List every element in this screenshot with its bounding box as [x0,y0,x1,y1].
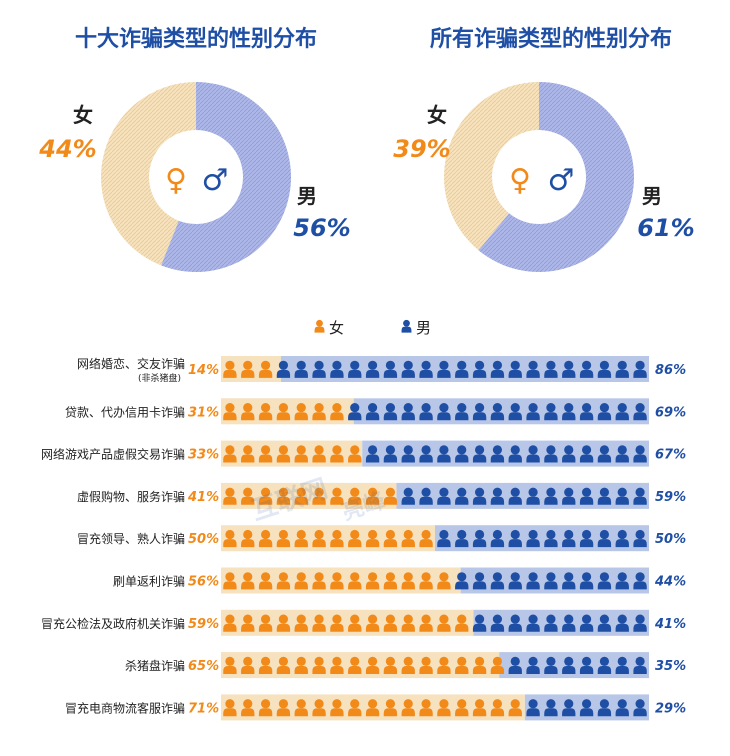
pie-chart-top10: 十大诈骗类型的性别分布 ♀ ♂ 女 44% 男 56% [38,26,351,273]
male-value-label: 44% [654,575,686,590]
pie-chart-all: 所有诈骗类型的性别分布 ♀ ♂ 女 39% 男 61% [393,26,695,272]
category-label: 贷款、代办信用卡诈骗 [65,404,185,419]
pie-female-value: 39% [393,135,450,163]
bar-female-band [221,525,435,552]
legend-male: 男 [401,319,431,337]
category-label: 网络婚恋、交友诈骗 [77,356,185,371]
pie-female-name: 女 [73,103,93,127]
icon-bar-chart: 网络婚恋、交友诈骗(非杀猪盘) 14% 86% 贷款、代办信用卡诈骗 31% 69% 网络游… [41,356,686,721]
male-symbol-icon: ♂ [548,163,575,198]
watermark-text: 互联网 [248,474,331,527]
category-label: 网络游戏产品虚假交易诈骗 [41,447,185,462]
person-icon [401,319,412,333]
female-value-label: 65% [188,659,219,674]
category-label: 冒充电商物流客服诈骗 [65,700,185,715]
pie-slice-female [444,82,539,251]
category-sublabel: (非杀猪盘) [138,372,181,384]
bar-female-band [221,609,474,636]
female-value-label: 56% [188,575,219,590]
bar-row: 贷款、代办信用卡诈骗 31% 69% [65,398,686,425]
legend: 女 男 [314,319,431,337]
bar-male-band [435,525,649,552]
female-value-label: 50% [188,532,219,547]
bar-row: 网络婚恋、交友诈骗(非杀猪盘) 14% 86% [77,356,686,384]
male-value-label: 50% [655,532,686,547]
female-value-label: 59% [188,617,219,632]
female-symbol-icon: ♀ [165,163,187,198]
pie-slice-male [478,82,635,272]
category-label: 杀猪盘诈骗 [125,658,185,673]
person-icon [314,319,325,333]
bar-row: 杀猪盘诈骗 65% 35% [125,652,686,679]
male-symbol-icon: ♂ [202,163,229,198]
bar-male-band [499,652,649,679]
pie-female-value: 44% [38,135,96,163]
bar-row: 冒充领导、熟人诈骗 50% 50% [77,525,686,552]
female-value-label: 71% [188,701,219,716]
bar-female-band [221,652,500,679]
bar-row: 刷单返利诈骗 56% 44% [113,567,686,594]
legend-female-label: 女 [329,319,344,337]
category-label: 刷单返利诈骗 [113,574,185,589]
pie-male-value: 61% [637,214,694,242]
pie-title: 所有诈骗类型的性别分布 [430,26,672,52]
pie-male-value: 56% [293,214,350,242]
bar-row: 虚假购物、服务诈骗 41% 59% [77,482,686,509]
watermark: 互联网 亮峰 [248,474,390,527]
pie-male-name: 男 [297,184,317,208]
male-value-label: 35% [655,659,686,674]
pie-male-name: 男 [642,184,662,208]
category-label: 虚假购物、服务诈骗 [77,489,185,504]
female-value-label: 14% [188,363,219,378]
pie-female-name: 女 [427,103,447,127]
legend-female: 女 [314,319,344,337]
legend-male-label: 男 [416,319,431,337]
female-value-label: 41% [187,490,219,505]
category-label: 冒充领导、熟人诈骗 [77,531,185,546]
male-value-label: 41% [654,617,686,632]
male-value-label: 29% [655,701,686,716]
bar-male-band [396,482,649,509]
male-value-label: 86% [655,363,686,378]
bar-row: 网络游戏产品虚假交易诈骗 33% 67% [41,440,686,467]
bar-female-band [221,440,363,467]
female-value-label: 33% [188,448,219,463]
category-label: 冒充公检法及政府机关诈骗 [41,616,185,631]
bar-row: 冒充公检法及政府机关诈骗 59% 41% [41,609,686,636]
female-value-label: 31% [188,405,219,420]
pie-title: 十大诈骗类型的性别分布 [75,26,317,52]
male-value-label: 59% [655,490,686,505]
bar-row: 冒充电商物流客服诈骗 71% 29% [65,694,686,721]
female-symbol-icon: ♀ [509,163,531,198]
bar-female-band [221,398,354,425]
pie-slice-female [101,82,196,266]
pie-slice-male [161,82,292,273]
male-value-label: 69% [655,405,686,420]
male-value-label: 67% [655,448,686,463]
